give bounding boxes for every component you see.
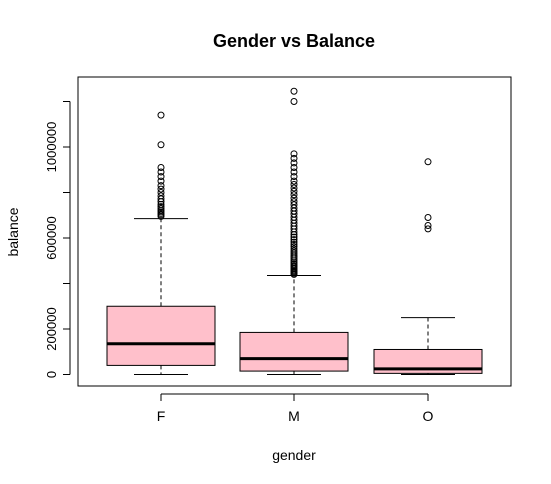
y-tick-label: 1000000 [44,122,59,173]
outlier-point [290,173,298,181]
x-tick-label: O [423,408,434,424]
outlier-point [290,201,298,209]
outlier-point [290,191,298,199]
outlier-point [290,194,298,202]
outlier-point [290,245,298,253]
outlier-point [290,198,298,206]
plot-area-frame [77,76,512,387]
y-tick-label: 600000 [44,216,59,259]
x-tick-label: F [157,408,166,424]
y-tick-label: 200000 [44,307,59,350]
outlier-point [290,243,298,251]
iqr-box [239,331,349,372]
outlier-point [157,141,165,149]
outlier-point [424,221,432,229]
outlier-point [290,184,298,192]
outlier-point [157,189,165,196]
outlier-point [290,154,298,162]
outlier-point [290,87,298,95]
outlier-point [290,240,298,248]
outlier-point [157,177,165,185]
box-group-f [106,111,216,375]
outlier-point [424,158,432,166]
outlier-point [157,168,165,176]
outlier-point [290,177,298,185]
iqr-box [106,305,216,366]
y-axis: 0 200000 600000 1000000 [44,101,71,378]
outlier-point [290,150,298,158]
outlier-point [157,200,165,208]
y-tick-label: 0 [44,371,59,378]
outlier-point [157,173,165,181]
box-group-o [373,158,483,375]
outlier-point [157,185,165,193]
outlier-point [157,203,165,211]
chart-title: Gender vs Balance [213,31,375,51]
y-axis-label: balance [5,207,21,256]
outlier-point [290,159,298,167]
outlier-point [290,247,298,255]
outlier-point [424,214,432,222]
outlier-point [157,182,165,190]
x-tick-label: M [288,408,300,424]
outlier-point [290,187,298,195]
outlier-point [424,225,432,233]
outlier-point [157,111,165,119]
outlier-point [157,204,165,212]
outlier-point [290,168,298,176]
outlier-point [290,233,298,241]
outlier-point [290,236,298,244]
outlier-point [290,259,298,267]
outlier-point [290,98,298,105]
outlier-point [290,163,298,171]
outlier-point [290,181,298,189]
outlier-point [290,238,298,246]
boxes-layer [106,87,483,375]
outlier-point [157,192,165,200]
box-group-m [239,87,349,375]
outlier-point [157,163,165,171]
x-axis-label: gender [272,447,316,463]
